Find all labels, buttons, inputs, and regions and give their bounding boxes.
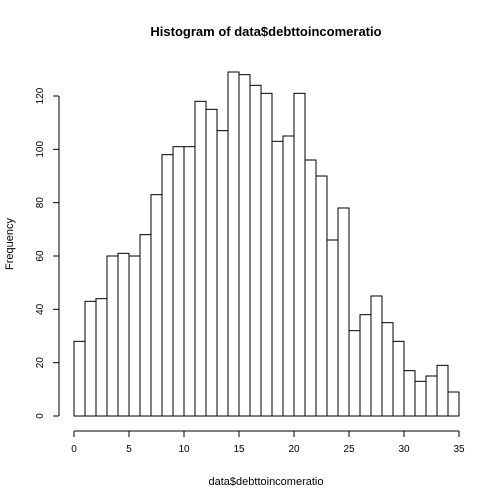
x-axis: 0 5 10 15 20 25 30 35 bbox=[71, 430, 465, 455]
histogram-bar bbox=[150, 194, 163, 417]
histogram-bar bbox=[95, 298, 108, 417]
histogram-bar bbox=[249, 84, 262, 417]
y-axis-label: Frequency bbox=[4, 218, 16, 270]
x-tick-label: 10 bbox=[178, 444, 190, 455]
histogram-bar bbox=[304, 159, 317, 417]
histogram-bar bbox=[359, 314, 372, 417]
histogram-bar bbox=[447, 391, 460, 417]
histogram-bar bbox=[370, 295, 383, 417]
chart-title: Histogram of data$debttoincomeratio bbox=[150, 24, 381, 39]
histogram-bar bbox=[381, 322, 394, 417]
histogram-bar bbox=[326, 239, 339, 417]
histogram-bar bbox=[403, 370, 416, 417]
x-tick-label: 5 bbox=[126, 444, 132, 455]
y-tick-label: 40 bbox=[35, 303, 46, 315]
histogram-bar bbox=[293, 92, 306, 417]
x-tick-label: 30 bbox=[398, 444, 410, 455]
histogram-bar bbox=[139, 234, 152, 417]
x-tick-label: 15 bbox=[233, 444, 245, 455]
x-tick-label: 0 bbox=[71, 444, 77, 455]
x-tick-label: 25 bbox=[343, 444, 355, 455]
y-axis: 0 20 40 60 80 100 120 bbox=[35, 87, 60, 419]
x-tick-label: 20 bbox=[288, 444, 300, 455]
bars-group bbox=[73, 71, 460, 417]
histogram-bar bbox=[315, 175, 328, 417]
histogram-bar bbox=[161, 154, 174, 417]
x-axis-label: data$debttoincomeratio bbox=[209, 476, 324, 488]
histogram-bar bbox=[172, 146, 185, 417]
histogram-bar bbox=[73, 340, 86, 417]
y-tick-label: 120 bbox=[35, 87, 46, 104]
histogram-bar bbox=[205, 108, 218, 417]
histogram-bar bbox=[238, 74, 251, 417]
x-tick-label: 35 bbox=[453, 444, 465, 455]
y-tick-label: 20 bbox=[35, 357, 46, 369]
histogram-bar bbox=[392, 340, 405, 417]
histogram-bar bbox=[271, 140, 284, 417]
histogram-bar bbox=[84, 300, 97, 417]
y-tick-label: 60 bbox=[35, 250, 46, 262]
histogram-bar bbox=[227, 71, 240, 417]
histogram-bar bbox=[414, 380, 427, 417]
histogram-bar bbox=[117, 252, 130, 417]
histogram-bar bbox=[282, 135, 295, 417]
histogram-bar bbox=[348, 330, 361, 417]
histogram-bar bbox=[216, 130, 229, 417]
histogram-bar bbox=[106, 255, 119, 417]
y-tick-label: 0 bbox=[35, 413, 46, 419]
histogram-bar bbox=[436, 364, 449, 417]
histogram-bar bbox=[425, 375, 438, 417]
histogram-bar bbox=[337, 207, 350, 417]
histogram-bar bbox=[260, 92, 273, 417]
histogram-bar bbox=[194, 100, 207, 417]
y-tick-label: 100 bbox=[35, 141, 46, 158]
histogram-bar bbox=[183, 146, 196, 417]
histogram-bar bbox=[128, 255, 141, 417]
y-tick-label: 80 bbox=[35, 197, 46, 209]
